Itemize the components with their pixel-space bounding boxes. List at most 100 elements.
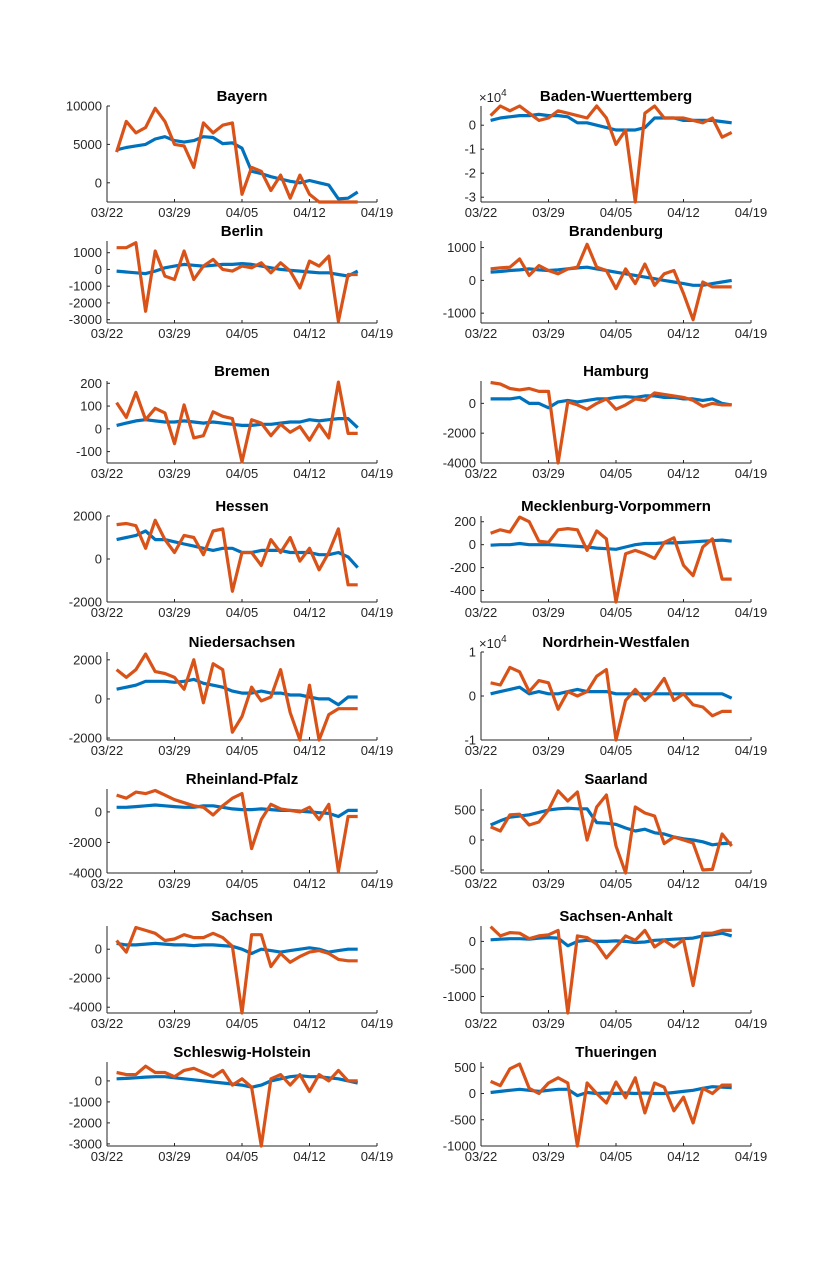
series-line-blue — [490, 538, 732, 551]
series-line-orange — [116, 788, 358, 874]
y-tick-label: -1 — [464, 142, 476, 157]
chart-panel: Bayern 0 5000 10000 03/22 03/29 04/05 04/12 04/1… — [66, 88, 393, 220]
x-tick-label: 04/05 — [600, 326, 633, 341]
x-tick-label: 03/29 — [158, 605, 191, 620]
x-tick-label: 03/22 — [91, 326, 124, 341]
chart-panel: Thueringen -1000 -500 0 500 03/22 03/29 04/05 04… — [443, 1044, 768, 1164]
chart-panel: Brandenburg -1000 0 1000 03/22 03/29 04/05 04/1… — [443, 223, 768, 341]
x-tick-label: 04/19 — [735, 466, 768, 481]
y-tick-label: -2000 — [69, 595, 102, 610]
chart-title: Brandenburg — [569, 223, 663, 240]
x-tick-label: 03/22 — [465, 1149, 498, 1164]
y-tick-label: 0 — [469, 934, 476, 949]
y-tick-label: 1000 — [447, 240, 476, 255]
chart-title: Sachsen — [211, 908, 273, 925]
x-tick-label: 04/05 — [600, 205, 633, 220]
x-tick-label: 03/22 — [465, 876, 498, 891]
x-tick-label: 04/19 — [361, 326, 394, 341]
series-line-orange — [489, 789, 733, 875]
y-tick-label: -2000 — [69, 731, 102, 746]
y-tick-label: -2000 — [69, 971, 102, 986]
x-tick-label: 04/19 — [361, 876, 394, 891]
series-line-orange — [490, 242, 732, 322]
x-tick-label: 03/29 — [532, 1149, 565, 1164]
y-tick-label: 200 — [454, 514, 476, 529]
x-tick-label: 04/12 — [293, 1016, 326, 1031]
x-tick-label: 03/22 — [465, 326, 498, 341]
chart-title: Rheinland-Pfalz — [186, 771, 299, 788]
y-tick-label: 0 — [95, 262, 102, 277]
x-tick-label: 04/05 — [600, 743, 633, 758]
chart-panel: Hamburg -4000 -2000 0 03/22 03/29 04/05 04/12 04… — [443, 363, 768, 481]
series-line-orange — [489, 104, 733, 204]
x-tick-label: 03/29 — [532, 605, 565, 620]
axis-exponent: ×104 — [479, 88, 507, 105]
y-tick-label: 0 — [469, 118, 476, 133]
x-tick-label: 04/19 — [361, 466, 394, 481]
x-tick-label: 04/12 — [667, 326, 700, 341]
y-tick-label: 0 — [469, 1086, 476, 1101]
y-tick-label: 200 — [80, 376, 102, 391]
x-tick-label: 03/22 — [465, 743, 498, 758]
y-tick-label: 100 — [80, 399, 102, 414]
chart-panel: Rheinland-Pfalz -4000 -2000 0 03/22 03/29 04/0… — [69, 771, 394, 891]
y-tick-label: 0 — [95, 691, 102, 706]
chart-title: Hessen — [215, 498, 268, 515]
y-tick-label: 0 — [95, 175, 102, 190]
y-tick-label: 0 — [469, 833, 476, 848]
chart-title: Bayern — [217, 88, 268, 105]
x-tick-label: 04/12 — [667, 605, 700, 620]
y-tick-label: -2000 — [69, 835, 102, 850]
y-tick-label: 0 — [95, 804, 102, 819]
x-tick-label: 04/12 — [667, 876, 700, 891]
x-tick-label: 04/05 — [600, 1149, 633, 1164]
x-tick-label: 04/12 — [667, 743, 700, 758]
chart-panel: Saarland -500 0 500 03/22 03/29 04/05 04/12 04/1… — [450, 771, 767, 891]
y-tick-label: 500 — [454, 1060, 476, 1075]
series-line-blue — [116, 941, 358, 956]
x-tick-label: 04/12 — [667, 205, 700, 220]
x-tick-label: 04/19 — [735, 1016, 768, 1031]
x-tick-label: 03/22 — [91, 743, 124, 758]
series-line-orange — [116, 518, 358, 593]
x-tick-label: 04/19 — [735, 876, 768, 891]
chart-panel: Bremen -100 0 100 200 03/22 03/29 04/05 04/12 04/… — [76, 363, 393, 481]
x-tick-label: 04/05 — [600, 466, 633, 481]
y-tick-label: 2000 — [73, 652, 102, 667]
x-tick-label: 03/29 — [158, 466, 191, 481]
x-tick-label: 03/29 — [158, 1016, 191, 1031]
series-line-blue — [490, 265, 732, 287]
x-tick-label: 03/22 — [91, 1149, 124, 1164]
x-tick-label: 04/05 — [226, 205, 259, 220]
x-tick-label: 03/29 — [158, 205, 191, 220]
y-tick-label: 0 — [469, 273, 476, 288]
x-tick-label: 04/19 — [735, 326, 768, 341]
y-tick-label: 0 — [95, 552, 102, 567]
x-tick-label: 03/22 — [91, 466, 124, 481]
x-tick-label: 04/05 — [226, 876, 259, 891]
x-tick-label: 04/19 — [735, 743, 768, 758]
series-line-orange — [115, 652, 358, 742]
series-line-orange — [116, 1064, 358, 1148]
x-tick-label: 03/29 — [158, 326, 191, 341]
x-tick-label: 03/29 — [532, 876, 565, 891]
x-tick-label: 04/19 — [361, 1016, 394, 1031]
x-tick-label: 03/22 — [91, 205, 124, 220]
chart-title: Nordrhein-Westfalen — [542, 634, 689, 651]
series-line-blue — [116, 135, 359, 201]
y-tick-label: 0 — [469, 396, 476, 411]
y-tick-label: -3 — [464, 190, 476, 205]
x-tick-label: 03/29 — [158, 743, 191, 758]
chart-panel: Berlin -3000 -2000-1000 0 1000 03/22 03/29 04/0… — [69, 223, 394, 341]
series-line-blue — [116, 262, 359, 278]
x-tick-label: 04/19 — [735, 605, 768, 620]
x-tick-label: 04/05 — [226, 1149, 259, 1164]
y-tick-label: -500 — [450, 863, 476, 878]
axis-exponent: ×104 — [479, 634, 507, 651]
series-line-orange — [490, 515, 732, 604]
y-tick-label: -3000 — [69, 1136, 102, 1151]
chart-title: Bremen — [214, 363, 270, 380]
x-tick-label: 04/12 — [293, 605, 326, 620]
x-tick-label: 04/05 — [226, 743, 259, 758]
y-tick-label: 500 — [454, 803, 476, 818]
